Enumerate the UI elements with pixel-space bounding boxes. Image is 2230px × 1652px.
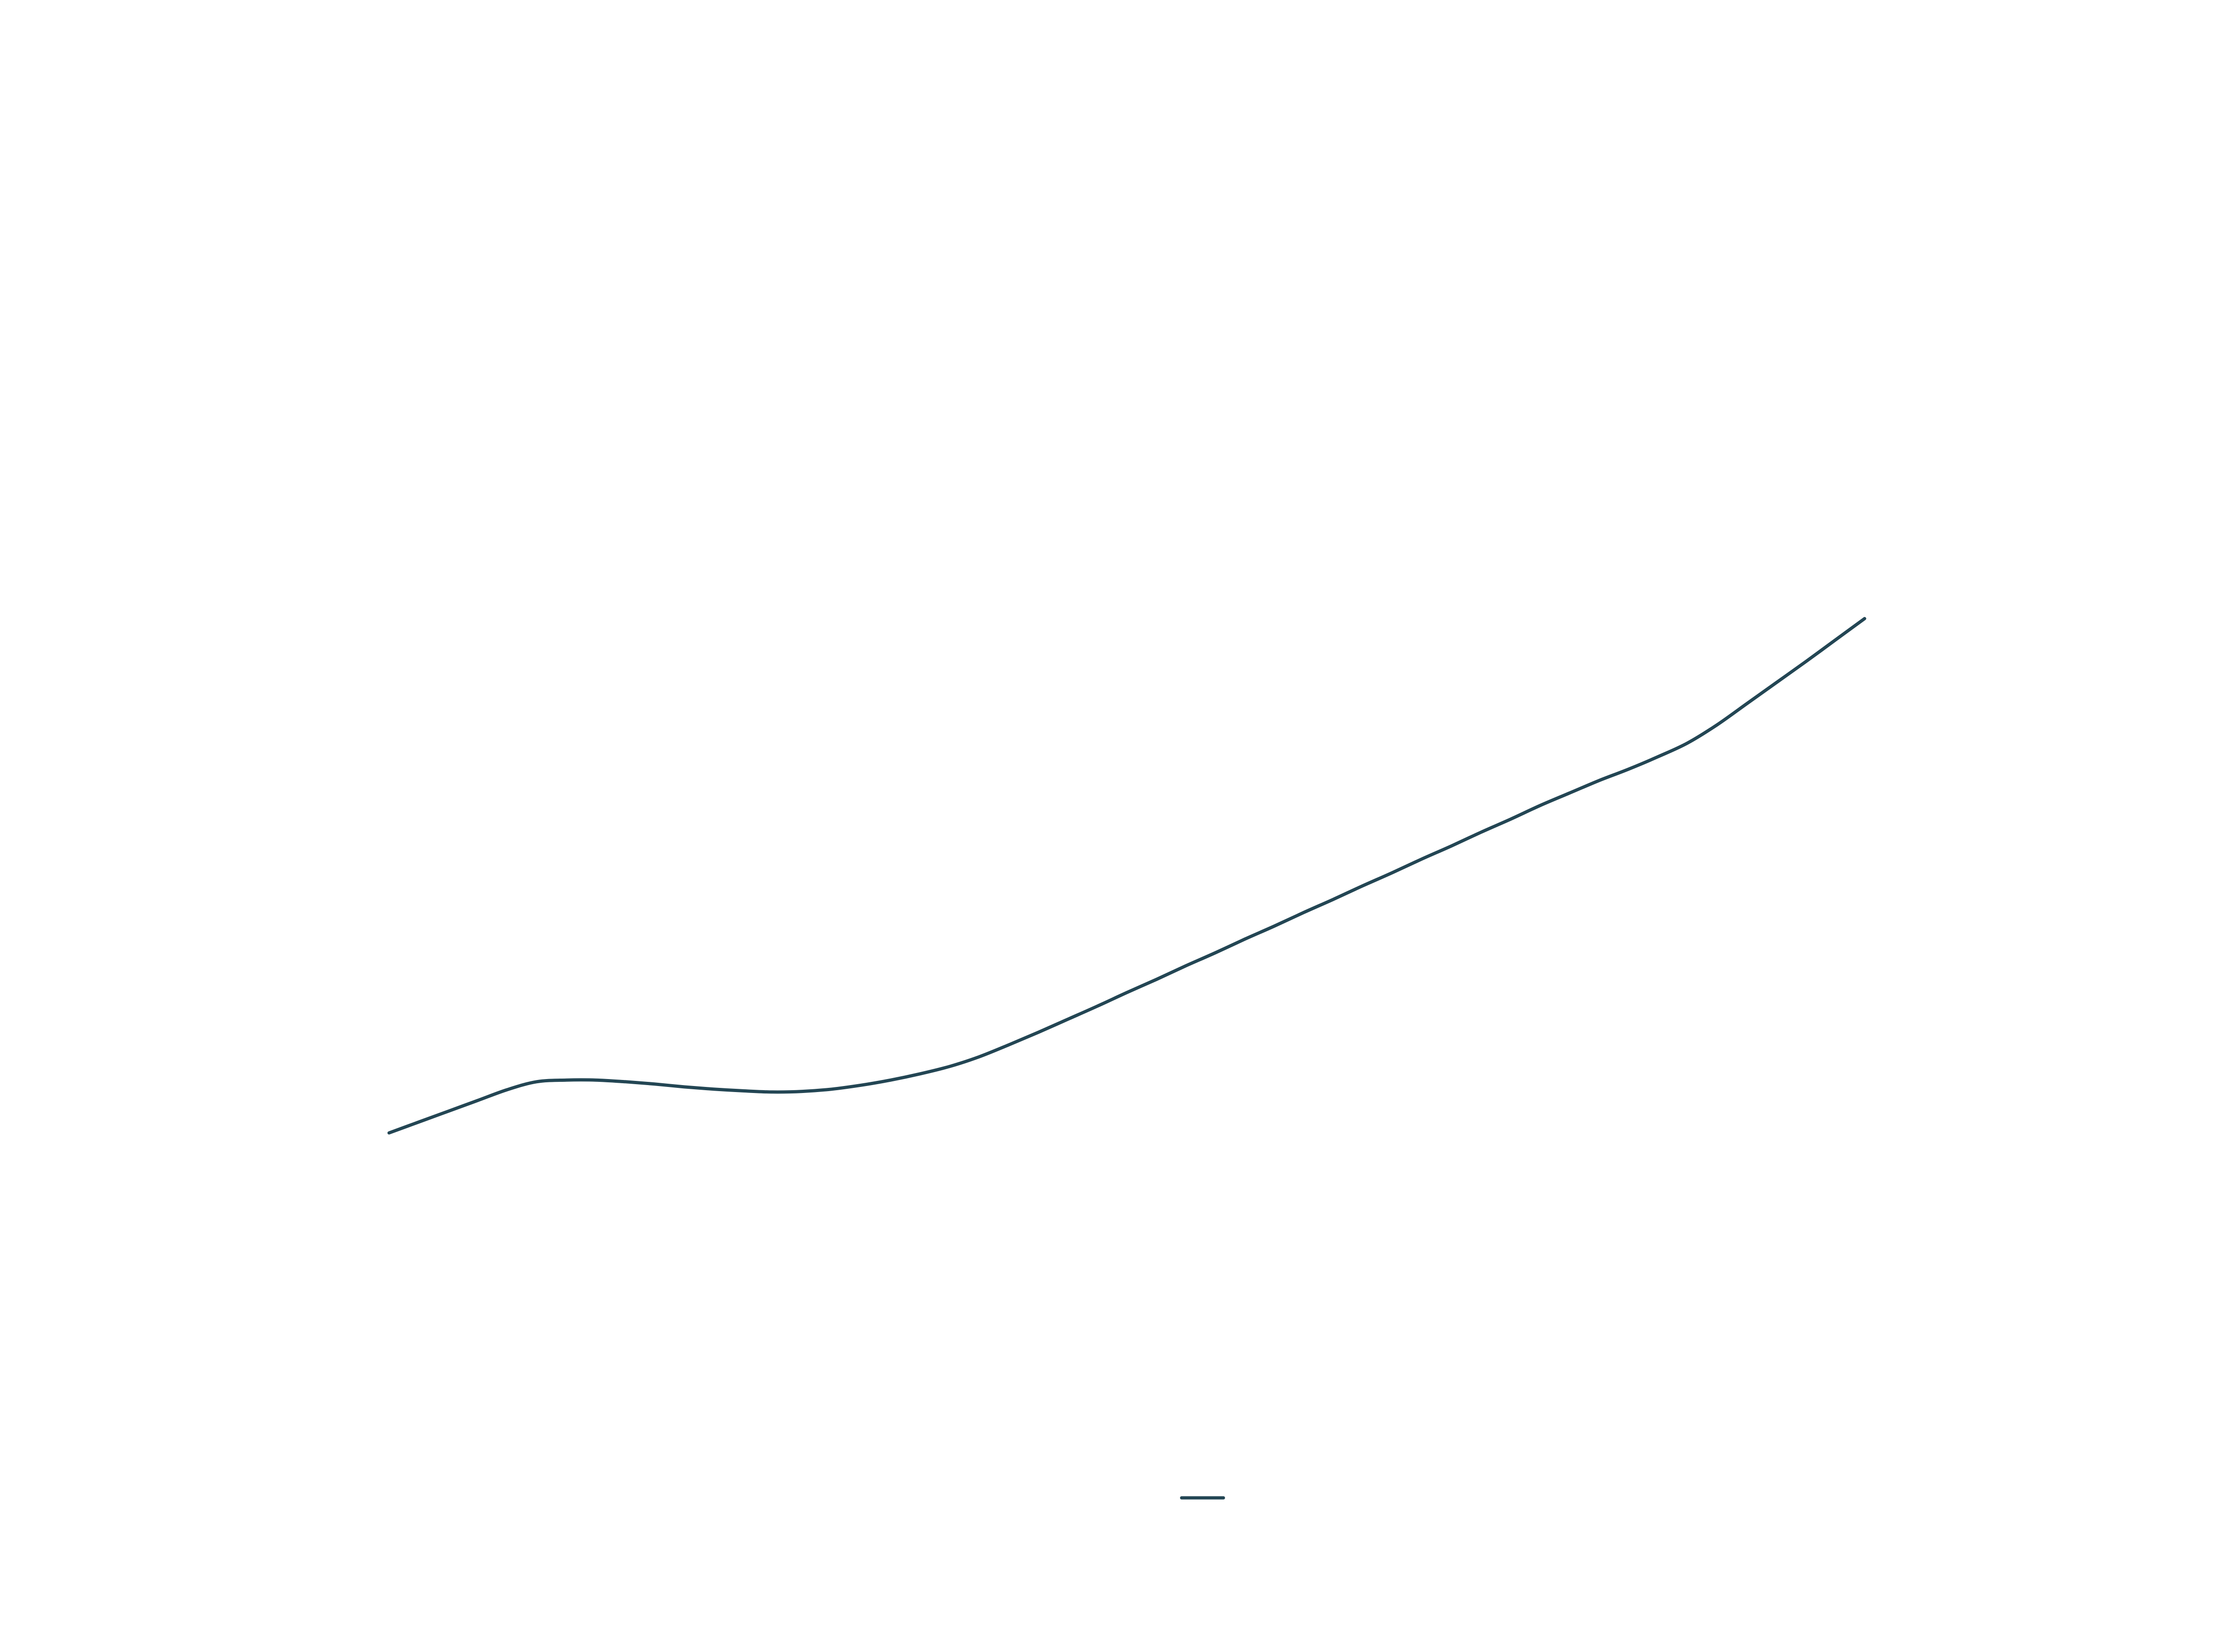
plot-area — [387, 617, 1866, 1135]
series-line-0 — [387, 617, 1866, 1135]
